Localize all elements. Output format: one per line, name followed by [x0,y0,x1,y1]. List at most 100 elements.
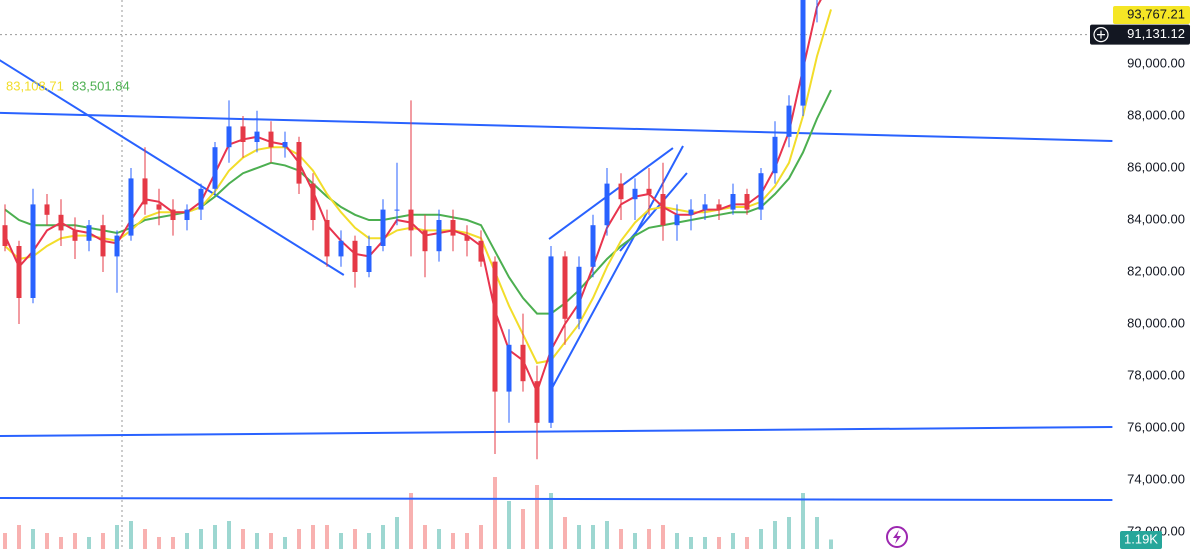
volume-bar [241,529,245,549]
alert-icon-bolt [893,530,901,544]
trend-line [551,145,684,389]
volume-bar [73,533,77,549]
candle-body [44,204,50,215]
trend-line [0,111,1113,142]
volume-bar [465,533,469,549]
alert-icon [886,526,908,548]
volume-bar [129,521,133,549]
candle-body [156,204,162,210]
volume-bar [353,529,357,549]
candle-body [660,194,666,226]
candle-body [380,209,386,247]
candle-body [632,188,638,200]
plus-icon [1093,27,1109,43]
candle-body [716,204,722,210]
volume-bar [661,525,665,549]
volume-bar [577,525,581,549]
volume-bar [801,493,805,549]
candle-body [86,225,92,241]
candle-body [16,246,22,299]
candle-body [730,194,736,210]
candle-body [604,183,610,226]
candle-body [338,240,344,257]
volume-bar [605,521,609,549]
candle-body [408,209,414,231]
volume-bar [633,533,637,549]
y-tick-label: 76,000.00 [1127,419,1185,434]
volume-bar [829,539,833,549]
volume-bar [451,533,455,549]
candle-body [590,225,596,267]
candle-body [702,204,708,210]
volume-bar [325,525,329,549]
y-tick-label: 90,000.00 [1127,55,1185,70]
volume-bar [549,493,553,549]
volume-tag [1120,531,1162,549]
volume-bar [759,529,763,549]
y-tick-label: 86,000.00 [1127,159,1185,174]
candle-body [142,178,148,205]
volume-bar [297,529,301,549]
ma-line [4,89,832,315]
trend-line [0,59,345,276]
volume-bar [283,537,287,549]
candle-body [436,220,442,252]
volume-bar [339,533,343,549]
volume-bar [689,537,693,549]
candle-body [352,240,358,273]
volume-bar [255,533,259,549]
candle-body [296,142,302,184]
volume-bar [31,529,35,549]
candle-body [394,209,400,211]
candle-body [450,220,456,236]
volume-bar [45,533,49,549]
candle-body [30,204,36,299]
crosshair-price-label: 91,131.12 [1127,26,1185,41]
candle-body [548,256,554,423]
candle-body [2,225,8,247]
y-tick-label: 84,000.00 [1127,211,1185,226]
candle-body [800,0,806,106]
volume-bar [157,537,161,549]
volume-bar [647,529,651,549]
volume-bar [199,529,203,549]
candle-body [324,220,330,257]
volume-bar [17,525,21,549]
candle-body [212,147,218,189]
candle-body [198,188,204,210]
volume-bar [717,537,721,549]
candle-body [576,266,582,319]
volume-bar [101,533,105,549]
volume-bar [367,533,371,549]
volume-bar [437,529,441,549]
volume-bar [3,533,7,549]
candle-body [492,261,498,392]
candle-body [310,183,316,221]
volume-bar [171,537,175,549]
volume-bar [409,493,413,549]
candle-body [534,381,540,423]
volume-bar [703,537,707,549]
volume-bar [213,525,217,549]
volume-bar [745,537,749,549]
volume-bar [773,521,777,549]
volume-bar [815,517,819,549]
candle-body [422,230,428,252]
last-price-label: 93,767.21 [1127,6,1185,21]
volume-bar [185,533,189,549]
candle-body [618,183,624,200]
volume-tag-label: 1.19K [1124,531,1158,546]
candle-body [58,214,64,231]
volume-bar [507,501,511,549]
trend-line [0,496,1113,501]
candle-body [366,246,372,273]
candle-body [646,188,652,195]
volume-bar [479,525,483,549]
candle-body [114,235,120,257]
volume-bar [269,533,273,549]
volume-bar [563,517,567,549]
y-tick-label: 88,000.00 [1127,107,1185,122]
candle-body [744,194,750,210]
volume-bar [87,537,91,549]
